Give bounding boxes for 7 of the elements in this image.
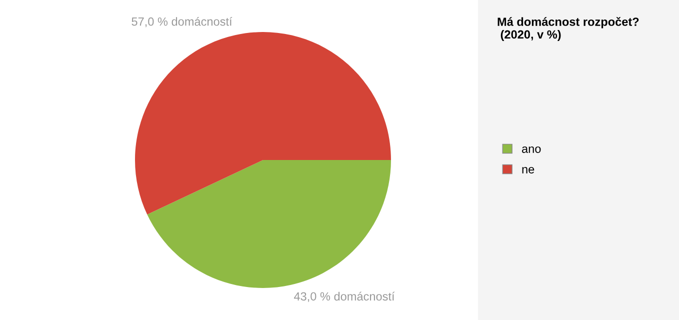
pie-slice [135,32,391,214]
legend-label: ano [522,146,541,153]
legend-label: ne [522,166,534,174]
text: Má domácnost rozpočet? (2020, v %) [498,17,639,41]
data-label: 43,0 % domácností [294,292,395,302]
pie-slice [147,160,391,288]
data-label: 57,0 % domácností [132,16,232,28]
